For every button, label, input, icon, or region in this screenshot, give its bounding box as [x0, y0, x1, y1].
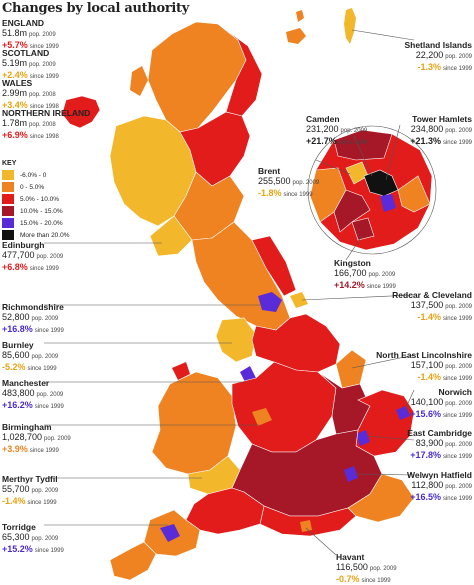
key-swatch [2, 182, 14, 192]
label-richmondshire: Richmondshire 52,800 pop. 2009 +16.8% sinc… [2, 302, 64, 334]
label-east-cambridge: East Cambridge 83,900 pop. 2009 +17.8% sin… [407, 428, 472, 460]
nation-wales: WALES 2.99m pop. 2008 +3.4% since 1998 [2, 78, 59, 110]
label-manchester: Manchester 483,800 pop. 2009 +16.2% since … [2, 378, 64, 410]
region-richmondshire[interactable] [258, 292, 282, 312]
region-islands-north[interactable] [296, 10, 304, 22]
nation-northern-ireland: NORTHERN IRELAND 1.78m pop. 2008 +6.9% sin… [2, 108, 91, 140]
key-item: 10.0% - 15.0% [2, 205, 70, 217]
london-inset [307, 125, 437, 255]
key-swatch [2, 230, 14, 240]
region-welwyn[interactable] [344, 466, 358, 482]
region-birmingham[interactable] [252, 408, 272, 426]
london-north[interactable] [333, 129, 393, 161]
region-central-belt[interactable] [179, 111, 251, 187]
label-ne-lincolnshire: North East Lincolnshire 157,100 pop. 2009… [376, 350, 472, 382]
region-anglesey[interactable] [172, 362, 190, 380]
region-east-cambridge[interactable] [356, 430, 370, 446]
nation-scotland: SCOTLAND 5.19m pop. 2009 +2.4% since 1999 [2, 48, 59, 80]
region-ne-lincs[interactable] [335, 349, 367, 389]
region-east-anglia[interactable] [355, 389, 415, 457]
region-wales[interactable] [151, 371, 237, 475]
region-shetland[interactable] [344, 8, 356, 44]
region-dumfries[interactable] [149, 215, 193, 257]
key-item: -6.0% - 0 [2, 169, 70, 181]
label-birmingham: Birmingham 1,028,700 pop. 2009 +3.9% since… [2, 422, 71, 454]
nation-name: NORTHERN IRELAND [2, 108, 91, 118]
nation-name: ENGLAND [2, 18, 45, 28]
key-item: 15.0% - 20.0% [2, 217, 70, 229]
label-burnley: Burnley 85,600 pop. 2009 -5.2% since 1999 [2, 340, 59, 372]
key-item: 0 - 5.0% [2, 181, 70, 193]
label-redcar-cleveland: Redcar & Cleveland 137,500 pop. 2009 -1.4… [392, 290, 472, 322]
london-purple-central[interactable] [380, 194, 396, 212]
label-tower-hamlets: Tower Hamlets 234,800 pop. 2009 +21.3% sin… [410, 114, 472, 146]
nation-name: SCOTLAND [2, 48, 50, 58]
region-lancashire[interactable] [215, 317, 257, 363]
region-torridge[interactable] [160, 524, 180, 542]
region-south-west[interactable] [185, 487, 265, 535]
key-item: More than 20.0% [2, 229, 70, 241]
label-havant: Havant 116,500 pop. 2009 -0.7% since 1999 [336, 552, 397, 584]
leader-lines [44, 29, 415, 556]
label-merthyr-tydfil: Merthyr Tydfil 55,700 pop. 2009 -1.4% sinc… [2, 474, 59, 506]
london-south-west[interactable] [333, 189, 371, 233]
label-norwich: Norwich 140,100 pop. 2009 +15.6% since 199… [410, 387, 472, 419]
london-east[interactable] [397, 175, 431, 213]
region-norwich[interactable] [396, 406, 410, 420]
map-key: KEY -6.0% - 0 0 - 5.0% 5.0% - 10.0% 10.0… [2, 160, 70, 241]
region-havant[interactable] [300, 520, 312, 532]
nation-england: ENGLAND 51.8m pop. 2009 +5.7% since 1999 [2, 18, 59, 50]
key-swatch [2, 218, 14, 228]
region-midlands[interactable] [231, 361, 337, 453]
key-swatch [2, 206, 14, 216]
region-scotland-highlands[interactable] [147, 21, 247, 133]
key-title: KEY [2, 160, 17, 167]
region-northeast-red[interactable] [251, 235, 297, 297]
region-scotland-west-islands[interactable] [130, 66, 148, 96]
label-camden: Camden 231,200 pop. 2009 +21.7% since 1999 [306, 114, 368, 146]
region-redcar[interactable] [290, 292, 308, 308]
label-welwyn-hatfield: Welwyn Hatfield 112,800 pop. 2009 +16.5% s… [406, 470, 472, 502]
key-item: 5.0% - 10.0% [2, 193, 70, 205]
region-northern-ireland[interactable] [61, 95, 101, 129]
key-swatch [2, 194, 14, 204]
london-kingston[interactable] [351, 217, 375, 241]
region-orkney[interactable] [286, 28, 306, 44]
nation-name: WALES [2, 78, 33, 88]
label-shetland-islands: Shetland Islands 22,200 pop. 2009 -1.3% si… [404, 40, 472, 72]
label-torridge: Torridge 65,300 pop. 2009 +15.2% since 199… [2, 522, 64, 554]
label-brent: Brent 255,500 pop. 2009 -1.8% since 1999 [258, 166, 320, 198]
label-kingston: Kingston 166,700 pop. 2009 +14.2% since 19… [334, 258, 396, 290]
region-cornwall[interactable] [109, 541, 157, 581]
page-title: Changes by local authority [2, 1, 190, 16]
key-swatch [2, 170, 14, 180]
label-edinburgh: Edinburgh 477,700 pop. 2009 +6.8% since 19… [2, 240, 64, 272]
